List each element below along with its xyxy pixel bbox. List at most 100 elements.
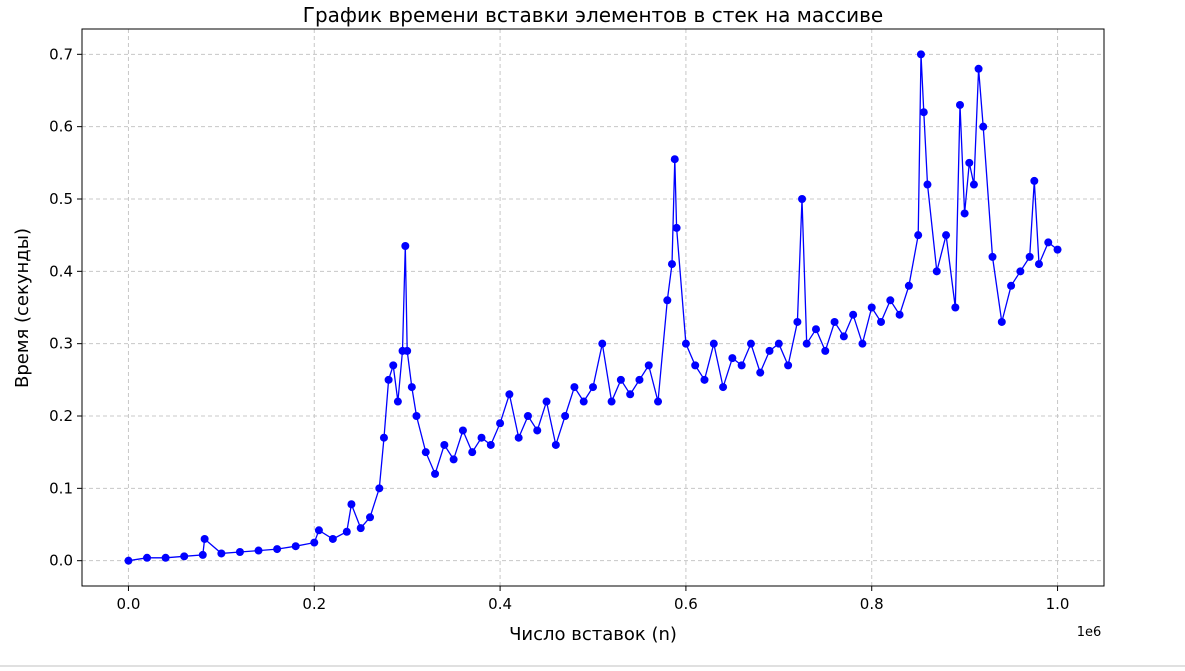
data-point (254, 546, 263, 555)
data-point (877, 317, 886, 326)
data-point (849, 310, 858, 319)
x-tick-label: 1.0 (1046, 595, 1070, 613)
data-point (440, 440, 449, 449)
data-point (709, 339, 718, 348)
data-point (542, 397, 551, 406)
data-point (533, 426, 542, 435)
data-point (347, 500, 356, 509)
data-point (412, 412, 421, 421)
chart-title: График времени вставки элементов в стек … (303, 3, 883, 27)
data-point (663, 296, 672, 305)
data-point (468, 448, 477, 457)
data-point (486, 440, 495, 449)
data-point (393, 397, 402, 406)
data-point (919, 108, 928, 117)
data-point (200, 534, 209, 543)
data-point (616, 375, 625, 384)
x-tick-label: 0.6 (674, 595, 698, 613)
data-point (607, 397, 616, 406)
data-point (310, 538, 319, 547)
data-point (667, 260, 676, 269)
data-point (654, 397, 663, 406)
data-point (700, 375, 709, 384)
data-point (904, 281, 913, 290)
data-point (811, 325, 820, 334)
data-point (198, 550, 207, 559)
data-point (793, 317, 802, 326)
x-axis-label: Число вставок (n) (509, 624, 677, 645)
data-point (235, 548, 244, 557)
data-point (561, 412, 570, 421)
data-point (798, 194, 807, 203)
data-point (273, 545, 282, 554)
divider (0, 665, 1185, 667)
data-point (691, 361, 700, 370)
data-point (217, 549, 226, 558)
y-tick-label: 0.0 (49, 552, 73, 570)
data-point (421, 448, 430, 457)
data-point (1025, 252, 1034, 261)
data-point (965, 158, 974, 167)
data-point (356, 524, 365, 533)
data-point (672, 223, 681, 232)
x-axis-offset-label: 1e6 (1077, 625, 1102, 640)
data-point (997, 317, 1006, 326)
data-point (1044, 238, 1053, 247)
x-tick-label: 0.2 (302, 595, 326, 613)
data-point (458, 426, 467, 435)
data-point (375, 484, 384, 493)
y-tick-label: 0.5 (49, 190, 73, 208)
data-point (635, 375, 644, 384)
x-tick-label: 0.4 (488, 595, 512, 613)
data-point (342, 527, 351, 536)
data-point (161, 553, 170, 562)
data-point (389, 361, 398, 370)
y-tick-label: 0.7 (49, 45, 73, 63)
data-point (670, 155, 679, 164)
data-point (1007, 281, 1016, 290)
data-point (523, 412, 532, 421)
data-point (719, 383, 728, 392)
plot-frame (81, 28, 1105, 587)
data-point (951, 303, 960, 312)
series-line (128, 54, 1058, 562)
data-point (291, 542, 300, 551)
data-point (867, 303, 876, 312)
data-point (407, 383, 416, 392)
data-point (644, 361, 653, 370)
data-point (839, 332, 848, 341)
data-point (124, 556, 133, 565)
data-point (821, 346, 830, 355)
y-tick-label: 0.2 (49, 407, 73, 425)
x-axis: 0.0 0.2 0.4 0.6 0.8 1.0 (117, 586, 1070, 613)
data-point (401, 242, 410, 251)
data-point (960, 209, 969, 218)
data-point (514, 433, 523, 442)
data-point (932, 267, 941, 276)
data-point (626, 390, 635, 399)
data-point (1030, 176, 1039, 185)
data-point (737, 361, 746, 370)
data-point (328, 534, 337, 543)
data-point (774, 339, 783, 348)
data-point (886, 296, 895, 305)
data-point (314, 526, 323, 535)
data-point (589, 383, 597, 392)
data-point (765, 346, 774, 355)
data-point (969, 180, 978, 189)
data-point (505, 390, 514, 399)
x-tick-label: 0.8 (860, 595, 884, 613)
data-point (477, 433, 486, 442)
data-point (974, 64, 983, 73)
data-point (579, 397, 588, 406)
x-tick-label: 0.0 (117, 595, 141, 613)
data-point (988, 252, 997, 261)
data-point (180, 552, 189, 561)
data-point (1016, 267, 1025, 276)
data-point (858, 339, 867, 348)
data-point (728, 354, 737, 363)
data-point (403, 346, 412, 355)
data-point (942, 231, 951, 240)
